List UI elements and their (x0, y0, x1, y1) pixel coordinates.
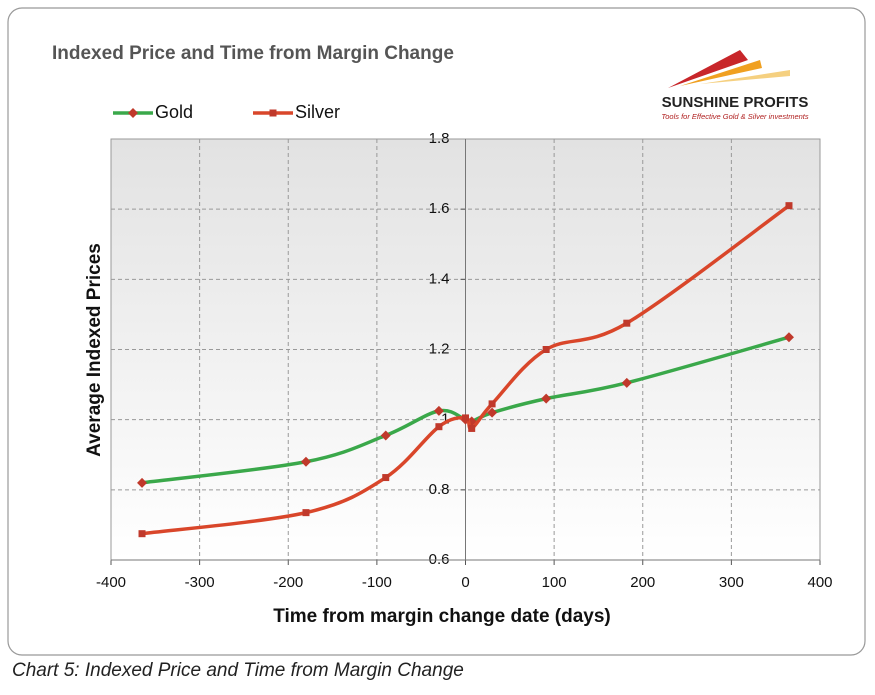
x-tick-label: -100 (362, 574, 392, 591)
y-tick-label: 0.8 (429, 481, 450, 498)
point (487, 407, 498, 418)
y-axis-title: Average Indexed Prices (84, 243, 105, 457)
point (785, 202, 793, 210)
point (382, 474, 390, 482)
legend-marker (128, 108, 138, 118)
x-tick-label: -400 (96, 574, 126, 591)
x-tick-label: 300 (719, 574, 744, 591)
caption: Chart 5: Indexed Price and Time from Mar… (12, 660, 464, 681)
point (488, 400, 496, 408)
x-tick-label: 0 (461, 574, 469, 591)
point (300, 456, 311, 467)
point (433, 405, 444, 416)
y-tick-label: 1.2 (429, 340, 450, 357)
y-tick-label: 1.6 (429, 200, 450, 217)
point (623, 319, 631, 327)
point (468, 424, 476, 432)
chart: Indexed Price and Time from Margin Chang… (7, 7, 866, 656)
x-tick-label: 400 (807, 574, 832, 591)
point (302, 509, 310, 517)
legend-marker (269, 109, 277, 117)
x-axis-title: Time from margin change date (days) (273, 606, 611, 627)
point (380, 430, 391, 441)
point (621, 377, 632, 388)
y-tick-label: 1 (441, 411, 449, 428)
point (541, 393, 552, 404)
point (137, 477, 148, 488)
y-tick-label: 1.4 (429, 270, 450, 287)
logo-tagline: Tools for Effective Gold & Silver invest… (661, 112, 809, 121)
point (435, 423, 443, 431)
x-tick-label: 200 (630, 574, 655, 591)
y-tick-label: 0.6 (429, 551, 450, 568)
point (542, 346, 550, 353)
point (783, 332, 794, 343)
y-tick-label: 1.8 (429, 130, 450, 147)
logo: SUNSHINE PROFITS Tools for Effective Gol… (661, 50, 809, 121)
logo-name: SUNSHINE PROFITS (662, 94, 809, 111)
point (462, 414, 469, 422)
x-tick-label: -200 (273, 574, 303, 591)
legend-label: Silver (295, 102, 340, 122)
chart-title: Indexed Price and Time from Margin Chang… (52, 43, 454, 64)
point (138, 530, 146, 538)
legend-label: Gold (155, 102, 193, 122)
x-tick-label: 100 (542, 574, 567, 591)
x-tick-label: -300 (185, 574, 215, 591)
